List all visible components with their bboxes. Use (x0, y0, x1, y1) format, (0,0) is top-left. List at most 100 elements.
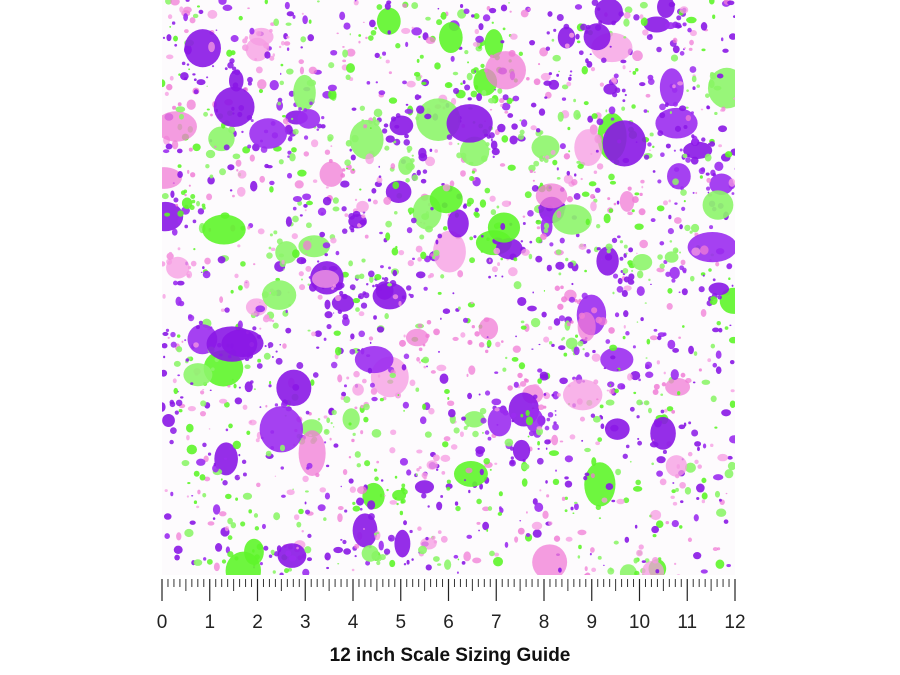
splat-drop (618, 11, 624, 17)
splat (399, 457, 409, 466)
splat-drop (411, 174, 419, 181)
splat (701, 477, 707, 484)
splat-drop (184, 224, 189, 229)
splat (671, 489, 676, 494)
splat-drop (221, 559, 227, 564)
splat (554, 410, 557, 412)
splat (359, 188, 362, 191)
splat-drop (532, 394, 538, 400)
splat (492, 155, 495, 159)
splat (610, 117, 615, 121)
splat (330, 237, 337, 244)
splat (352, 210, 361, 218)
splat-drop (579, 416, 586, 422)
splat-drop (393, 210, 398, 215)
splat (307, 329, 311, 332)
splat (489, 108, 493, 111)
splat (673, 217, 682, 224)
splat-drop (674, 473, 680, 479)
splat (547, 11, 553, 17)
splat (565, 257, 569, 262)
splat (276, 369, 312, 407)
splat-drop (171, 21, 176, 25)
splat (601, 497, 608, 503)
splat (643, 400, 650, 406)
splat (293, 514, 300, 521)
splat (520, 9, 529, 18)
splat (679, 224, 683, 230)
splat (429, 185, 463, 214)
splat (459, 3, 464, 9)
splat (232, 440, 241, 450)
splat (192, 13, 199, 19)
splat (517, 296, 527, 306)
splat (330, 49, 338, 56)
splat (521, 463, 530, 470)
splat (209, 326, 213, 329)
splat (543, 80, 552, 86)
splat (504, 438, 514, 447)
splat (217, 256, 226, 264)
splat (169, 75, 174, 81)
splat (401, 27, 411, 35)
splat (193, 470, 200, 477)
splat (491, 398, 502, 406)
splat (193, 78, 197, 82)
splat (506, 97, 513, 105)
splat (406, 80, 416, 88)
splat (691, 247, 701, 256)
splat (209, 389, 212, 391)
splat-drop (346, 376, 350, 380)
splat-drop (463, 203, 467, 207)
splat (588, 181, 597, 187)
splat (225, 428, 229, 432)
splat (342, 408, 360, 430)
splat-drop (689, 66, 697, 73)
splat (424, 431, 432, 438)
splat (320, 124, 326, 129)
splat-drop (298, 271, 304, 277)
splat (388, 266, 391, 270)
splat-drop (367, 270, 375, 278)
splat (176, 532, 182, 541)
splat (573, 98, 577, 103)
splat-drop (409, 294, 414, 299)
splat-drop (756, 316, 762, 322)
splat (323, 517, 327, 522)
splat (693, 552, 702, 560)
ruler-label: 10 (629, 612, 650, 633)
splat (351, 107, 357, 111)
splat (449, 180, 455, 187)
splat-drop (611, 237, 618, 244)
splat-drop (593, 379, 599, 385)
splat (650, 218, 656, 223)
ruler-label: 4 (348, 612, 359, 633)
splat-drop (423, 365, 427, 369)
splat (613, 73, 619, 79)
splat (531, 384, 540, 390)
splat (357, 348, 360, 352)
splat-drop (155, 278, 160, 283)
splat (670, 369, 679, 381)
splat-drop (660, 409, 665, 414)
splat (619, 240, 624, 244)
splat (587, 115, 594, 123)
splat (312, 179, 318, 183)
splat-drop (502, 94, 509, 101)
splat-drop (303, 108, 308, 112)
splat (504, 541, 509, 548)
splat-drop (415, 245, 423, 253)
splat (701, 492, 708, 500)
splat (643, 109, 648, 113)
splat-drop (679, 265, 685, 271)
splat-drop (408, 293, 411, 296)
splat-drop (186, 273, 191, 278)
splat-drop (680, 372, 686, 378)
splat (379, 231, 383, 235)
splat (688, 47, 693, 51)
splat-drop (686, 89, 689, 92)
splat (418, 545, 427, 555)
splat (253, 263, 256, 266)
splat-drop (263, 545, 269, 551)
splat (422, 356, 430, 364)
